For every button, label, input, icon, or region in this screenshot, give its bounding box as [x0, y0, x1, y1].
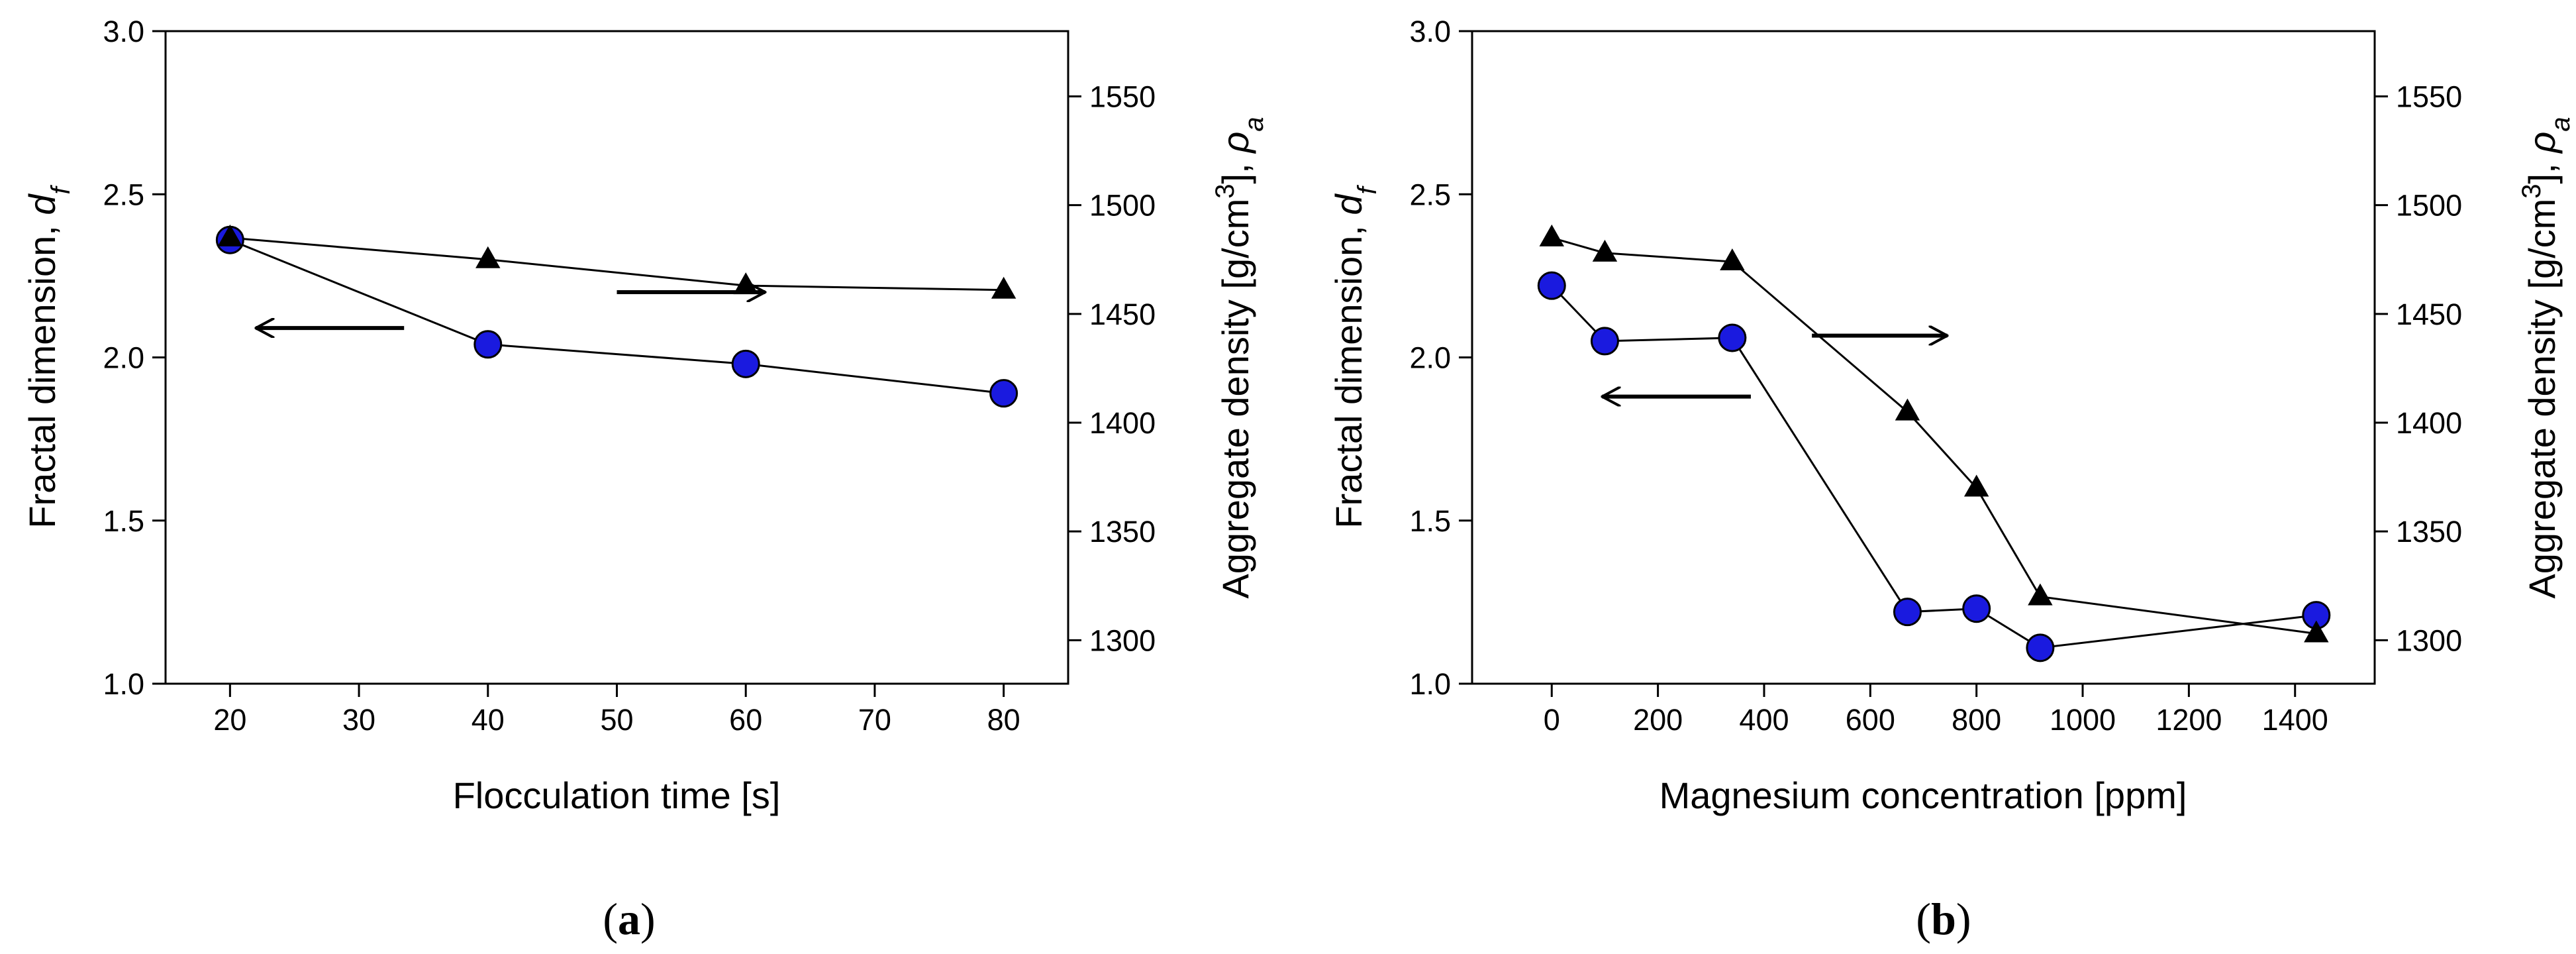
fractal-dimension-point	[989, 379, 1018, 408]
aggregate-density-point	[2028, 583, 2053, 606]
fractal-dimension-point	[1962, 594, 1991, 623]
aggregate-density-point	[2304, 620, 2329, 643]
fractal-dimension-point	[473, 330, 503, 359]
right-y-tick-label: 1450	[2396, 297, 2462, 331]
right-y-axis-ticks: 1300 1350 1400 1450 1500 1550	[2375, 80, 2462, 657]
right-y-tick-label: 1500	[2396, 189, 2462, 223]
x-tick-label: 80	[987, 703, 1020, 737]
fractal-dimension-point	[1718, 323, 1747, 352]
panel-b-chart: 0 200 400 600 800 1000 1200 1400 1.0 1.5 2.0 2.5 3.…	[1328, 15, 2575, 944]
x-tick-label: 200	[1633, 703, 1683, 737]
x-tick-label: 600	[1846, 703, 1895, 737]
left-y-tick-label: 2.5	[103, 178, 144, 211]
right-y-tick-label: 1550	[2396, 80, 2462, 114]
x-tick-label: 40	[471, 703, 505, 737]
plot-frame	[1471, 30, 2376, 685]
right-y-axis-title: Aggregate density [g/cm3], ρa	[1211, 117, 1269, 598]
right-y-tick-label: 1300	[2396, 623, 2462, 657]
fractal-dimension-point	[1537, 271, 1566, 300]
x-tick-label: 1200	[2155, 703, 2222, 737]
fractal-dimension-point	[731, 349, 760, 378]
arrow-annotations	[1602, 336, 1947, 397]
left-y-tick-label: 2.0	[103, 341, 144, 375]
aggregate-density-point	[475, 246, 501, 268]
x-tick-label: 800	[1952, 703, 2001, 737]
aggregate-density-point	[1895, 398, 1920, 421]
x-axis-ticks: 20 30 40 50 60 70 80	[213, 684, 1020, 737]
left-y-tick-label: 1.5	[1409, 504, 1451, 538]
left-y-axis-title: Fractal dimension, df	[1328, 184, 1382, 528]
arrow-annotations	[256, 292, 765, 328]
aggregate-density-point	[991, 276, 1016, 299]
left-y-tick-label: 1.5	[103, 504, 144, 538]
fractal-dimension-point	[1893, 598, 1922, 627]
fractal-dimension-line	[1551, 285, 2316, 649]
x-tick-label: 50	[600, 703, 633, 737]
x-tick-label: 0	[1544, 703, 1560, 737]
series-lines	[1551, 237, 2317, 649]
x-axis-ticks: 0 200 400 600 800 1000 1200 1400	[1544, 684, 2328, 737]
plot-frame	[164, 30, 1069, 685]
right-y-tick-label: 1300	[1089, 623, 1156, 657]
left-y-axis-ticks: 1.0 1.5 2.0 2.5 3.0	[1409, 15, 1472, 701]
aggregate-density-point	[217, 224, 243, 246]
left-y-tick-label: 2.0	[1409, 341, 1451, 375]
data-markers	[1537, 224, 2331, 662]
fractal-dimension-point	[2026, 633, 2055, 662]
panel-caption-b: (b)	[1916, 894, 1971, 944]
left-y-axis-title: Fractal dimension, df	[21, 184, 75, 528]
right-y-tick-label: 1500	[1089, 189, 1156, 223]
x-tick-label: 70	[858, 703, 891, 737]
aggregate-density-point	[1720, 248, 1745, 271]
right-y-tick-label: 1550	[1089, 80, 1156, 114]
right-y-axis-ticks: 1300 1350 1400 1450 1500 1550	[1068, 80, 1156, 657]
fractal-dimension-line	[229, 238, 1004, 395]
right-y-tick-label: 1400	[1089, 406, 1156, 440]
right-y-tick-label: 1350	[2396, 515, 2462, 549]
x-axis-title: Magnesium concentration [ppm]	[1660, 774, 2187, 816]
left-y-tick-label: 3.0	[1409, 15, 1451, 48]
right-y-axis-title: Aggregate density [g/cm3], ρa	[2517, 117, 2575, 598]
aggregate-density-point	[1539, 224, 1564, 246]
fractal-dimension-point	[1590, 327, 1619, 356]
panel-a-chart: 20 30 40 50 60 70 80 1.01.52.02.53.0 130013501…	[21, 15, 1269, 944]
aggregate-density-point	[1592, 239, 1618, 262]
left-y-tick-label: 2.5	[1409, 178, 1451, 211]
right-y-tick-label: 1400	[2396, 406, 2462, 440]
x-tick-label: 1400	[2262, 703, 2328, 737]
series-lines	[229, 237, 1004, 395]
x-tick-label: 1000	[2050, 703, 2116, 737]
aggregate-density-point	[1963, 474, 1989, 497]
aggregate-density-line	[230, 237, 1004, 292]
left-y-tick-label: 1.0	[103, 667, 144, 701]
x-tick-label: 30	[342, 703, 375, 737]
right-y-tick-label: 1350	[1089, 515, 1156, 549]
aggregate-density-point	[733, 272, 758, 295]
right-y-tick-label: 1450	[1089, 297, 1156, 331]
x-tick-label: 60	[729, 703, 762, 737]
x-tick-label: 400	[1739, 703, 1789, 737]
panel-caption-a: (a)	[603, 894, 655, 944]
left-y-tick-label: 3.0	[103, 15, 144, 48]
data-markers	[215, 224, 1018, 408]
left-y-axis-ticks: 1.0 1.5 2.0 2.5 3.0	[103, 15, 166, 701]
left-y-tick-label: 1.0	[1409, 667, 1451, 701]
x-axis-title: Flocculation time [s]	[453, 774, 781, 816]
x-tick-label: 20	[213, 703, 246, 737]
aggregate-density-line	[1551, 237, 2317, 635]
